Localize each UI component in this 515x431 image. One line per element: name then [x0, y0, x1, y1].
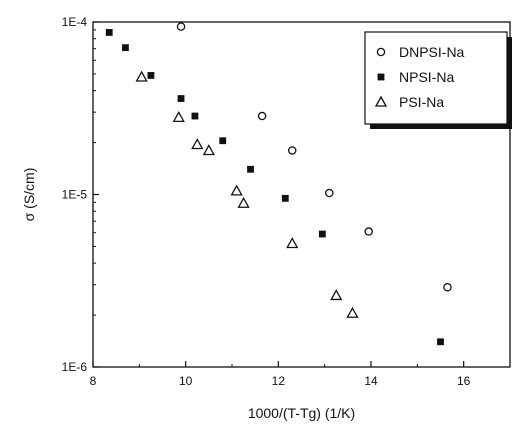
x-tick-label: 14 — [364, 374, 378, 388]
data-point — [257, 111, 267, 121]
data-point — [437, 338, 444, 346]
data-point — [202, 144, 215, 156]
legend-items: DNPSI-Na NPSI-Na PSI-Na — [374, 44, 465, 110]
legend-marker — [374, 95, 388, 107]
data-point — [346, 306, 359, 318]
y-axis-title: σ (S/cm) — [21, 168, 37, 222]
x-tick-label: 12 — [272, 374, 286, 388]
series-dnpsi-na — [176, 22, 452, 292]
data-point — [286, 237, 299, 249]
legend-label: NPSI-Na — [399, 69, 454, 85]
legend-label: PSI-Na — [399, 94, 444, 110]
data-point — [177, 95, 185, 102]
y-axis: 1E-6 1E-5 1E-4 — [62, 15, 99, 374]
data-point — [247, 165, 254, 173]
data-point — [191, 138, 204, 150]
data-point — [325, 188, 334, 198]
x-tick-label: 10 — [179, 374, 193, 388]
legend-label: DNPSI-Na — [399, 44, 465, 60]
data-point — [176, 22, 186, 31]
data-point — [122, 44, 129, 52]
data-point — [443, 282, 452, 292]
y-tick-label: 1E-5 — [62, 188, 88, 202]
x-axis: 8 10 12 14 16 — [90, 361, 471, 388]
x-axis-title: 1000/(T-Tg) (1/K) — [248, 405, 355, 421]
legend: DNPSI-Na NPSI-Na PSI-Na — [364, 31, 512, 129]
data-point — [364, 227, 373, 236]
x-tick-label: 16 — [457, 374, 471, 388]
y-tick-label: 1E-6 — [62, 360, 88, 374]
legend-marker — [377, 73, 385, 81]
data-point — [147, 72, 155, 79]
data-point — [135, 70, 148, 82]
data-point — [281, 194, 289, 202]
data-markers — [105, 22, 452, 346]
data-point — [191, 112, 199, 120]
data-point — [287, 146, 297, 155]
series-npsi-na — [105, 29, 444, 346]
y-tick-label: 1E-4 — [62, 15, 88, 29]
legend-marker — [376, 47, 386, 57]
data-point — [237, 196, 250, 208]
data-point — [330, 289, 343, 301]
data-point — [105, 29, 113, 36]
data-point — [219, 137, 227, 145]
legend-box — [364, 31, 508, 125]
data-point — [230, 184, 243, 196]
data-point — [172, 111, 185, 123]
x-tick-label: 8 — [90, 374, 97, 388]
series-psi-na — [135, 70, 359, 318]
data-point — [318, 230, 326, 238]
